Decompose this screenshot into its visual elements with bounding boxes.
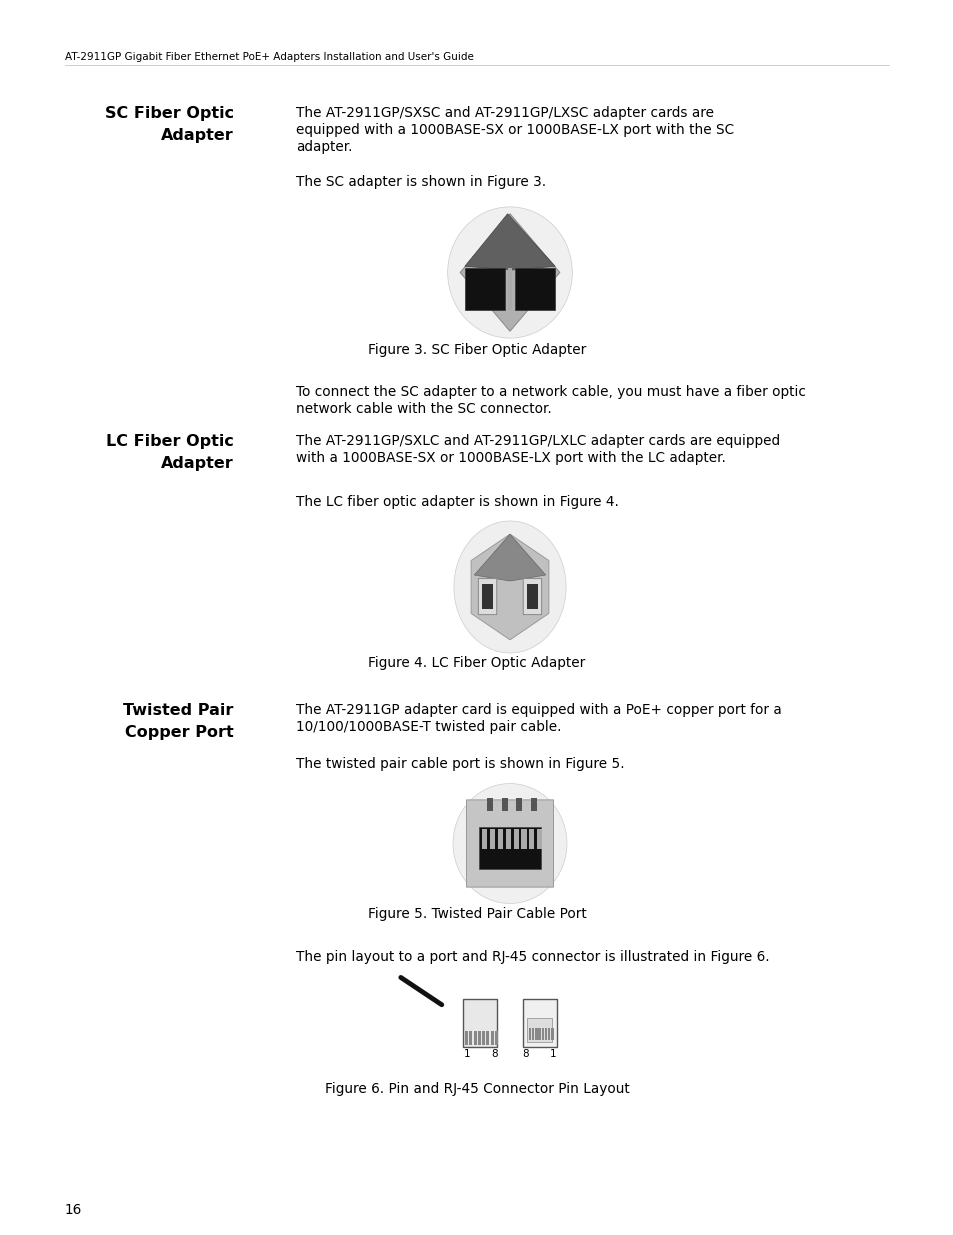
Polygon shape <box>515 268 555 310</box>
Bar <box>530 798 537 811</box>
Bar <box>490 830 495 848</box>
Text: Copper Port: Copper Port <box>125 725 233 740</box>
Text: Twisted Pair: Twisted Pair <box>123 703 233 718</box>
Bar <box>478 827 540 868</box>
Text: Adapter: Adapter <box>161 456 233 471</box>
Text: AT-2911GP Gigabit Fiber Ethernet PoE+ Adapters Installation and User's Guide: AT-2911GP Gigabit Fiber Ethernet PoE+ Ad… <box>65 52 474 62</box>
Text: with a 1000BASE-SX or 1000BASE-LX port with the LC adapter.: with a 1000BASE-SX or 1000BASE-LX port w… <box>295 451 725 466</box>
Bar <box>507 268 512 310</box>
Text: The AT-2911GP adapter card is equipped with a PoE+ copper port for a: The AT-2911GP adapter card is equipped w… <box>295 703 781 718</box>
Text: The AT-2911GP/SXLC and AT-2911GP/LXLC adapter cards are equipped: The AT-2911GP/SXLC and AT-2911GP/LXLC ad… <box>295 433 779 448</box>
Bar <box>469 1031 472 1045</box>
Bar <box>526 584 537 609</box>
Bar <box>477 1031 480 1045</box>
FancyBboxPatch shape <box>463 999 497 1046</box>
Text: SC Fiber Optic: SC Fiber Optic <box>105 106 233 121</box>
Bar <box>495 1031 497 1045</box>
FancyBboxPatch shape <box>466 800 553 887</box>
Bar <box>521 830 526 848</box>
Polygon shape <box>459 214 559 331</box>
Text: The AT-2911GP/SXSC and AT-2911GP/LXSC adapter cards are: The AT-2911GP/SXSC and AT-2911GP/LXSC ad… <box>295 106 713 120</box>
Text: The pin layout to a port and RJ-45 connector is illustrated in Figure 6.: The pin layout to a port and RJ-45 conne… <box>295 950 768 965</box>
Ellipse shape <box>447 207 572 338</box>
Bar <box>529 830 534 848</box>
Bar <box>505 830 510 848</box>
Bar <box>487 798 493 811</box>
Bar <box>527 1018 551 1042</box>
Polygon shape <box>474 535 545 580</box>
Polygon shape <box>471 535 548 640</box>
Bar <box>473 1031 476 1045</box>
Bar <box>490 1031 494 1045</box>
Text: adapter.: adapter. <box>295 140 352 154</box>
Text: The twisted pair cable port is shown in Figure 5.: The twisted pair cable port is shown in … <box>295 757 623 771</box>
Text: 8: 8 <box>522 1049 529 1058</box>
Bar <box>513 830 518 848</box>
Text: equipped with a 1000BASE-SX or 1000BASE-LX port with the SC: equipped with a 1000BASE-SX or 1000BASE-… <box>295 124 733 137</box>
Bar <box>551 1028 553 1040</box>
Bar <box>544 1028 547 1040</box>
Bar <box>481 584 493 609</box>
Text: 10/100/1000BASE-T twisted pair cable.: 10/100/1000BASE-T twisted pair cable. <box>295 720 560 734</box>
Bar <box>537 830 541 848</box>
Text: Figure 5. Twisted Pair Cable Port: Figure 5. Twisted Pair Cable Port <box>367 906 586 921</box>
Text: Figure 4. LC Fiber Optic Adapter: Figure 4. LC Fiber Optic Adapter <box>368 656 585 671</box>
Text: LC Fiber Optic: LC Fiber Optic <box>106 433 233 450</box>
Text: To connect the SC adapter to a network cable, you must have a fiber optic: To connect the SC adapter to a network c… <box>295 385 804 399</box>
Polygon shape <box>464 214 555 270</box>
Ellipse shape <box>453 783 566 904</box>
Text: Adapter: Adapter <box>161 128 233 143</box>
Text: 1: 1 <box>550 1049 556 1058</box>
FancyBboxPatch shape <box>477 578 497 615</box>
Bar <box>497 830 502 848</box>
Bar <box>481 1031 485 1045</box>
FancyBboxPatch shape <box>522 578 541 615</box>
Text: network cable with the SC connector.: network cable with the SC connector. <box>295 403 551 416</box>
Text: 16: 16 <box>65 1203 82 1216</box>
FancyBboxPatch shape <box>522 999 556 1046</box>
Bar <box>541 1028 543 1040</box>
Bar <box>548 1028 550 1040</box>
Bar <box>464 1031 468 1045</box>
Text: 1: 1 <box>463 1049 470 1058</box>
Text: Figure 3. SC Fiber Optic Adapter: Figure 3. SC Fiber Optic Adapter <box>368 343 585 357</box>
Text: The SC adapter is shown in Figure 3.: The SC adapter is shown in Figure 3. <box>295 175 545 189</box>
Bar <box>516 798 522 811</box>
Bar <box>537 1028 540 1040</box>
Bar <box>501 798 507 811</box>
Polygon shape <box>464 268 505 310</box>
Bar <box>481 830 487 848</box>
Text: 8: 8 <box>491 1049 497 1058</box>
Ellipse shape <box>454 521 565 653</box>
Bar <box>535 1028 537 1040</box>
Bar <box>528 1028 531 1040</box>
Bar <box>486 1031 489 1045</box>
Bar <box>532 1028 534 1040</box>
Text: Figure 6. Pin and RJ-45 Connector Pin Layout: Figure 6. Pin and RJ-45 Connector Pin La… <box>324 1082 629 1095</box>
Text: The LC fiber optic adapter is shown in Figure 4.: The LC fiber optic adapter is shown in F… <box>295 495 618 509</box>
